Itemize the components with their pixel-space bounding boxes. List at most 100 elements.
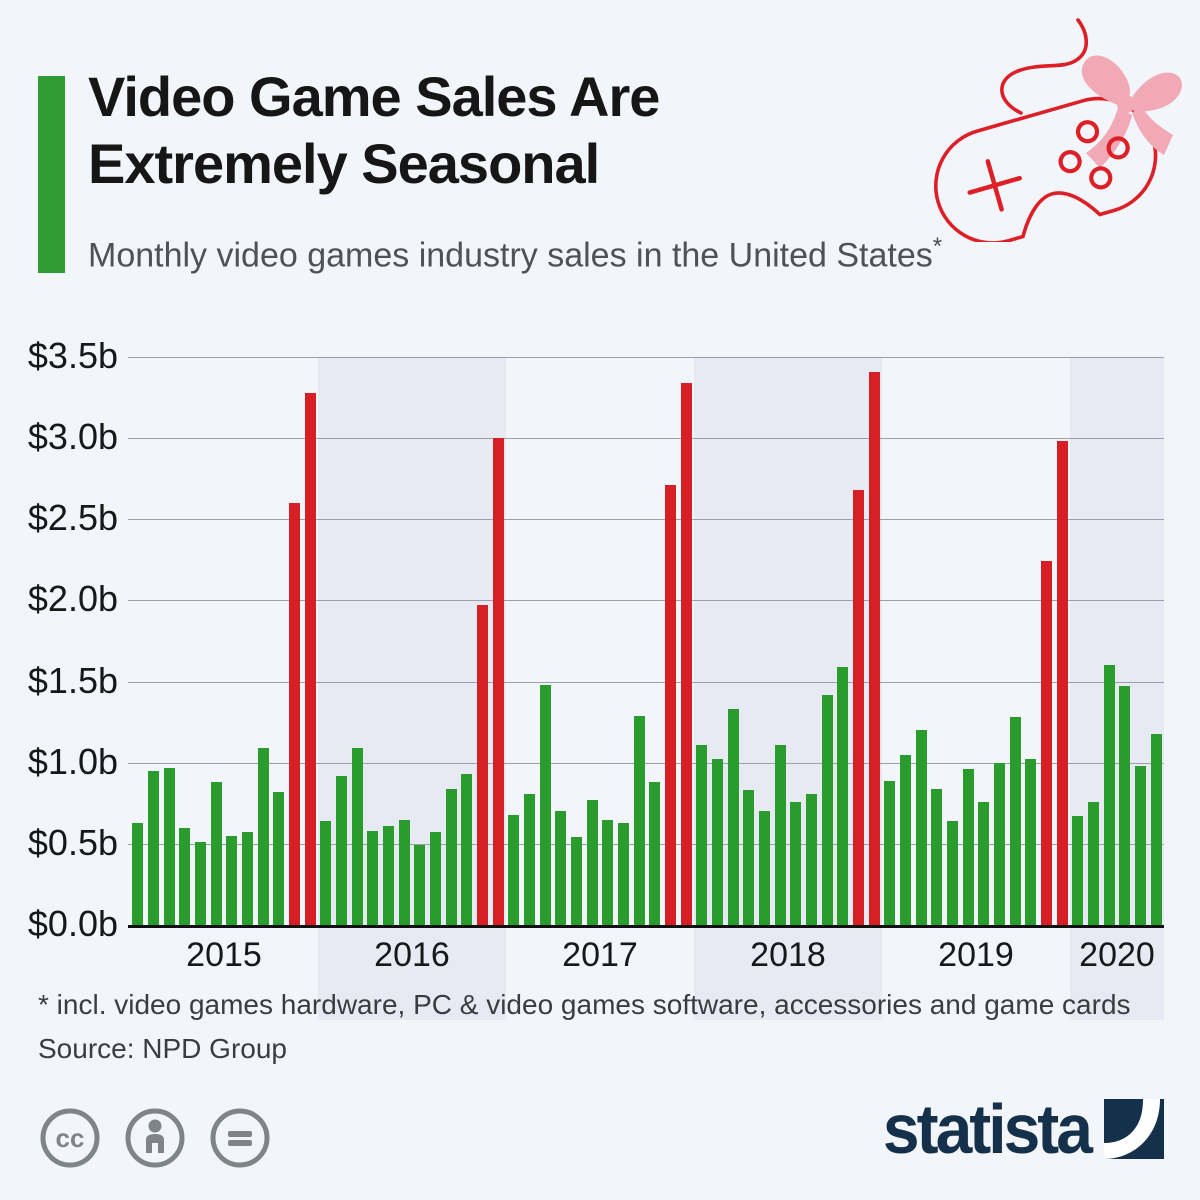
y-tick-label: $2.0b	[27, 578, 118, 620]
source-line: Source: NPD Group	[38, 1033, 287, 1064]
bar-2019-m8	[993, 762, 1006, 925]
bar-2016-m6	[398, 819, 410, 925]
x-axis-line	[128, 925, 1164, 928]
y-tick-label: $0.5b	[27, 821, 118, 863]
bar-2018-m3	[727, 709, 739, 925]
bar-2016-m10	[461, 774, 473, 925]
bar-2015-m4	[179, 827, 191, 925]
x-tick-label-2020: 2020	[1079, 936, 1155, 974]
y-tick-label: $2.5b	[27, 497, 118, 539]
x-tick-label-2018: 2018	[750, 936, 826, 974]
statista-logo-icon	[1104, 1099, 1164, 1159]
gridline-$2.0b	[128, 600, 1164, 602]
y-tick-label: $0.0b	[27, 903, 118, 944]
bar-2015-m7	[226, 835, 238, 925]
page-subtitle: Monthly video games industry sales in th…	[88, 233, 943, 275]
bar-2018-m12	[868, 371, 880, 925]
page-title: Video Game Sales Are Extremely Seasonal	[88, 64, 660, 197]
statista-wordmark: statista	[882, 1090, 1093, 1168]
bar-2020-m4	[1119, 686, 1131, 925]
page-title-line1: Video Game Sales Are	[88, 65, 660, 128]
controller-cable-icon	[1000, 18, 1089, 115]
gridline-$1.0b	[128, 762, 1164, 764]
bar-2017-m9	[633, 715, 645, 925]
y-tick-label: $3.5b	[27, 335, 118, 376]
bar-2016-m3	[351, 748, 363, 925]
bar-2019-m3	[915, 730, 927, 925]
bar-2018-m6	[774, 744, 786, 925]
bar-2018-m10	[837, 666, 849, 925]
year-band-2020	[1070, 357, 1164, 1020]
bar-2015-m12	[304, 392, 316, 925]
gridline-$3.0b	[128, 438, 1164, 440]
bar-2019-m5	[946, 821, 959, 925]
x-tick-label-2016: 2016	[374, 936, 450, 974]
bar-2019-m7	[978, 801, 990, 925]
gift-bow-icon	[1081, 55, 1182, 168]
bar-2016-m5	[382, 826, 395, 925]
bar-2019-m10	[1025, 759, 1037, 925]
bar-2018-m2	[711, 759, 724, 925]
bar-2017-m12	[680, 382, 692, 925]
bar-2016-m8	[429, 832, 442, 925]
bar-2018-m7	[790, 801, 802, 925]
x-tick-label-2019: 2019	[938, 936, 1014, 974]
bar-2015-m9	[257, 748, 269, 925]
gridline-$0.5b	[128, 843, 1164, 845]
bar-2020-m6	[1150, 733, 1162, 925]
bar-2020-m3	[1103, 665, 1115, 925]
bar-2018-m9	[821, 694, 833, 925]
bar-2017-m3	[539, 684, 551, 925]
controller-buttons-icon	[1058, 120, 1130, 190]
dpad-cross-icon	[967, 159, 1022, 212]
bar-2016-m2	[335, 775, 348, 925]
bar-2017-m6	[586, 800, 598, 925]
bar-2015-m2	[147, 770, 160, 925]
bar-2016-m4	[367, 830, 379, 925]
bar-2019-m6	[962, 769, 974, 925]
game-controller-illustration	[934, 18, 1182, 242]
bar-2015-m6	[210, 782, 222, 925]
x-tick-label-2015: 2015	[186, 936, 262, 974]
bar-2016-m1	[320, 821, 332, 925]
bar-2016-m7	[414, 845, 426, 925]
bar-2015-m1	[132, 822, 144, 925]
bar-2018-m11	[852, 490, 865, 925]
attribution-person-icon[interactable]	[123, 1106, 187, 1170]
gridline-$1.5b	[128, 681, 1164, 683]
y-tick-label: $1.5b	[27, 659, 118, 701]
bar-2015-m11	[288, 503, 301, 925]
bar-2019-m9	[1009, 717, 1021, 925]
subtitle-footnote-marker: *	[932, 233, 943, 260]
bar-2020-m2	[1087, 801, 1100, 925]
y-tick-label: $1.0b	[27, 740, 118, 782]
bar-2016-m9	[445, 788, 457, 925]
equals-icon[interactable]	[208, 1106, 272, 1170]
bar-2015-m8	[241, 832, 254, 925]
statista-branding[interactable]: statista	[882, 1090, 1164, 1168]
bar-2019-m12	[1056, 441, 1068, 925]
x-tick-label-2017: 2017	[562, 936, 638, 974]
bar-2017-m8	[617, 822, 630, 925]
bar-2018-m8	[805, 793, 818, 925]
year-band-2016	[318, 357, 506, 1020]
bar-2015-m10	[273, 791, 285, 925]
bar-2019-m1	[884, 780, 896, 925]
bar-2017-m10	[649, 782, 661, 925]
bar-2018-m5	[758, 811, 771, 925]
cc-icon[interactable]: cc	[38, 1106, 102, 1170]
bar-2019-m4	[931, 788, 943, 925]
svg-text:cc: cc	[56, 1123, 85, 1153]
bar-2017-m11	[664, 485, 677, 925]
license-icons: cc	[38, 1106, 272, 1170]
bar-2017-m2	[523, 793, 536, 925]
bar-2015-m5	[194, 842, 207, 925]
bar-2017-m7	[602, 819, 614, 925]
y-tick-label: $3.0b	[27, 416, 118, 458]
bar-2019-m2	[899, 754, 912, 925]
title-accent-bar	[38, 76, 65, 273]
bar-2015-m3	[163, 767, 175, 925]
footnote: * incl. video games hardware, PC & video…	[38, 989, 1131, 1020]
